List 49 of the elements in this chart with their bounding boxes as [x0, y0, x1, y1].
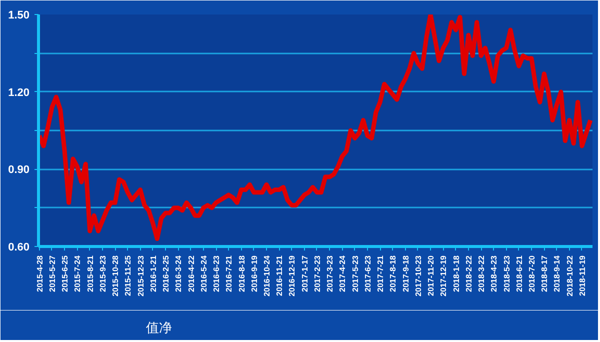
x-tick-label: 2015-11-25	[124, 254, 133, 296]
x-tick-label: 2018-10-22	[565, 254, 574, 296]
x-tick-label: 2018-1-18	[452, 254, 461, 292]
y-tick-label: 1.50	[8, 10, 30, 22]
x-tick-label: 2016-1-21	[148, 254, 158, 292]
x-tick-label: 2016-2-25	[162, 254, 171, 292]
x-tick-label: 2018-7-20	[528, 254, 537, 292]
x-tick-label: 2015-7-24	[73, 254, 82, 292]
x-tick-label: 2016-3-24	[174, 254, 184, 292]
x-tick-label: 2017-6-23	[363, 254, 372, 292]
x-tick-label: 2018-4-23	[490, 254, 499, 292]
y-tick-label: 1.20	[8, 86, 30, 99]
x-tick-label: 2017-10-23	[414, 254, 423, 296]
x-tick-label: 2016-7-21	[224, 254, 234, 292]
x-tick-label: 2017-4-24	[338, 254, 348, 292]
x-tick-label: 2018-2-22	[464, 254, 474, 292]
x-tick-label: 2016-12-19	[288, 254, 297, 296]
x-tick-label: 2017-5-23	[350, 254, 360, 292]
text: 值净	[146, 319, 172, 337]
y-tick-label: 0.60	[8, 242, 30, 254]
x-tick-label: 2017-1-17	[300, 254, 310, 292]
x-tick-label: 2015-8-21	[86, 254, 95, 292]
x-tick-label: 2015-10-28	[111, 254, 120, 296]
x-tick-label: 2015-5-27	[48, 254, 57, 292]
x-tick-label: 2018-6-21	[514, 254, 524, 292]
x-tick-label: 2017-9-18	[401, 254, 410, 292]
x-tick-label: 2016-10-24	[262, 254, 272, 296]
x-tick-label: 2015-12-23	[136, 254, 146, 296]
x-tick-label: 2016-6-23	[212, 254, 222, 292]
x-tick-label: 2017-7-21	[376, 254, 386, 292]
x-tick-label: 2018-9-14	[552, 254, 562, 292]
x-tick-label: 2016-5-24	[199, 254, 208, 292]
x-tick-label: 2015-6-25	[60, 254, 70, 292]
y-tick-label: 0.90	[8, 164, 30, 176]
x-tick-label: 2017-2-23	[312, 254, 322, 292]
x-tick-label: 2016-4-22	[186, 254, 196, 292]
x-tick-label: 2016-11-21	[275, 254, 284, 296]
x-tick-label: 2015-9-23	[98, 254, 108, 292]
x-tick-label: 2018-5-23	[502, 254, 512, 292]
x-tick-label: 2017-8-18	[388, 254, 398, 292]
x-tick-label: 2016-8-18	[237, 254, 246, 292]
x-tick-label: 2015-4-28	[35, 254, 44, 292]
x-tick-label: 2017-12-19	[439, 254, 448, 296]
x-tick-label: 2018-8-17	[540, 254, 550, 292]
x-tick-label: 2018-11-19	[578, 254, 587, 296]
x-tick-label: 2017-11-20	[426, 254, 436, 296]
x-tick-label: 2018-3-22	[477, 254, 486, 292]
x-tick-label: 2016-9-19	[250, 254, 259, 292]
x-tick-label: 2017-3-23	[326, 254, 335, 292]
